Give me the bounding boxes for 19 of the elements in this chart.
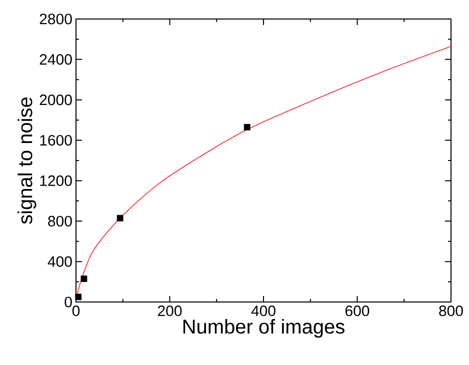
y-tick-label: 2000 bbox=[40, 94, 72, 106]
y-tick-label: 1600 bbox=[40, 134, 72, 146]
point bbox=[75, 294, 82, 300]
y-tick-label: 0 bbox=[64, 296, 72, 308]
y-tick-label: 2800 bbox=[40, 14, 72, 24]
x-axis-title: Number of images bbox=[183, 319, 344, 338]
y-tick-label: 1200 bbox=[40, 175, 72, 186]
y-tick-label: 400 bbox=[48, 256, 72, 267]
point bbox=[116, 214, 124, 222]
x-tick-label: 0 bbox=[72, 306, 80, 316]
y-tick-label: 2400 bbox=[40, 54, 72, 65]
x-tick-label: 200 bbox=[158, 306, 182, 316]
y-axis-title: signal to noise bbox=[18, 98, 36, 224]
x-tick-label: 600 bbox=[346, 306, 370, 316]
point bbox=[244, 124, 250, 130]
y-tick-label: 800 bbox=[48, 216, 72, 226]
x-tick-label: 800 bbox=[439, 306, 463, 316]
point bbox=[80, 276, 88, 282]
x-tick-label: 400 bbox=[251, 306, 276, 316]
